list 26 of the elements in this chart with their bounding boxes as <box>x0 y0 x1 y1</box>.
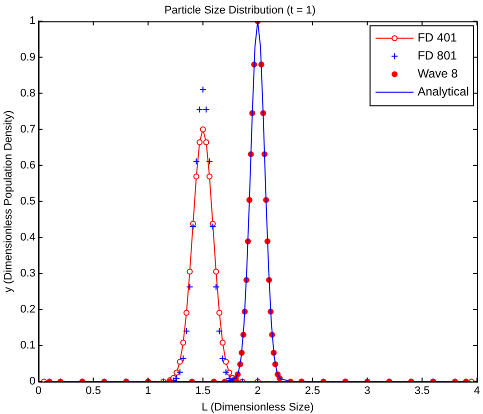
x-tick-label: 4 <box>474 385 480 398</box>
y-tick-label: 0.9 <box>20 51 36 64</box>
x-tick-label: 2 <box>254 385 261 398</box>
chart-title: Particle Size Distribution (t = 1) <box>164 4 316 17</box>
legend-label: Wave 8 <box>418 66 458 81</box>
legend-label: Analytical <box>418 84 469 99</box>
x-axis-title: L (Dimensionless Size) <box>202 401 314 414</box>
y-tick-label: 0.2 <box>20 304 36 316</box>
x-tick-label: 0.5 <box>86 385 101 398</box>
legend-label: FD 801 <box>418 48 458 63</box>
x-tick-label: 3.5 <box>414 385 430 398</box>
y-tick-label: 0.7 <box>20 123 36 136</box>
y-tick-label: 1 <box>29 15 36 28</box>
y-tick-label: 0.8 <box>20 87 36 100</box>
y-tick-label: 0.3 <box>20 268 36 280</box>
x-tick-label: 2.5 <box>304 385 320 398</box>
x-tick-label: 1.5 <box>195 385 211 398</box>
x-tick-label: 1 <box>145 385 152 398</box>
y-tick-label: 0.4 <box>20 231 36 244</box>
y-tick-label: 0.1 <box>20 340 36 352</box>
y-tick-label: 0.6 <box>20 159 36 172</box>
y-axis-title: y (Dimensionless Population Density) <box>2 110 15 292</box>
y-tick-label: 0 <box>29 376 36 388</box>
y-tick-label: 0.5 <box>20 195 36 208</box>
legend-label: FD 401 <box>418 30 458 45</box>
x-tick-label: 3 <box>364 385 370 398</box>
